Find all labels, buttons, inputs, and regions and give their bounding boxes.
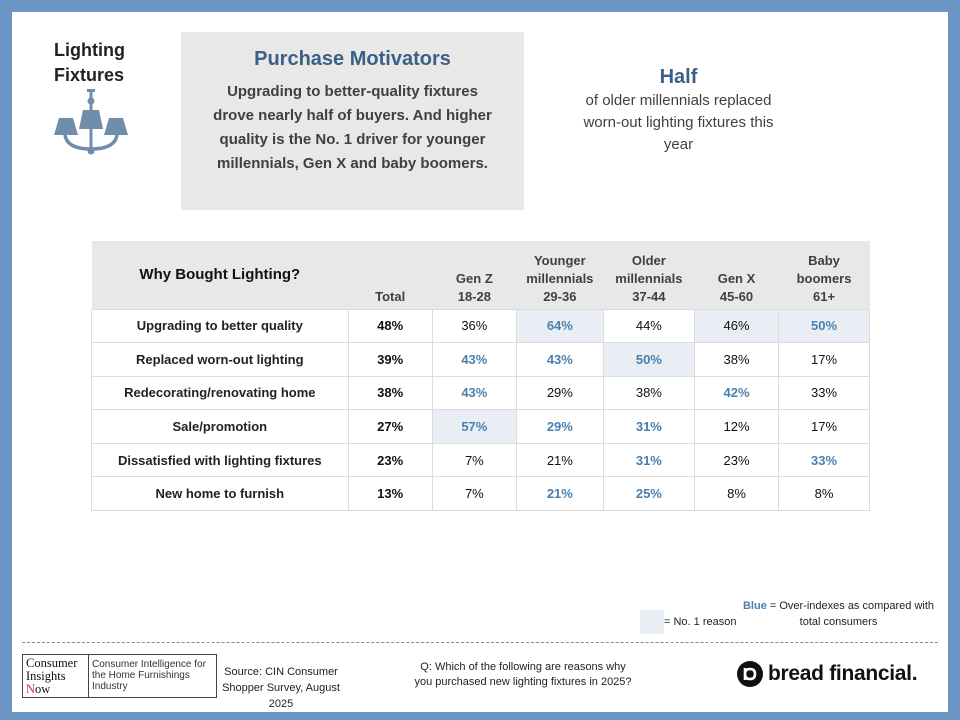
row-label: Sale/promotion — [91, 409, 349, 444]
slide: Lighting Fixtures Purchase Motivators Up… — [12, 12, 948, 712]
table-row: Dissatisfied with lighting fixtures 23% 7%… — [91, 442, 870, 478]
bread-logo-text: bread financial. — [768, 662, 918, 685]
value-cell: 21% — [515, 442, 604, 478]
value-cell: 38% — [693, 342, 780, 377]
motivators-title: Purchase Motivators — [254, 48, 451, 70]
column-header: Total — [348, 241, 433, 309]
row-label: Upgrading to better quality — [91, 308, 349, 344]
table-row: Sale/promotion 27% 57% 29% 31% 12% 17% — [91, 409, 870, 444]
half-callout: Half of older millennials replaced worn-… — [572, 64, 785, 156]
value-cell: 29% — [515, 409, 604, 444]
value-cell: 25% — [602, 476, 695, 512]
row-label: New home to furnish — [91, 476, 349, 512]
value-cell: 12% — [693, 409, 780, 444]
table-row: Upgrading to better quality 48% 36% 64% 44% 4… — [91, 308, 870, 344]
total-cell: 48% — [347, 308, 433, 344]
cin-logo: Consumer Insights Now Consumer Intellige… — [22, 654, 217, 698]
value-cell: 50% — [602, 342, 695, 377]
value-cell: 57% — [431, 409, 517, 444]
column-header: Younger millennials 29-36 — [516, 241, 604, 309]
value-cell: 33% — [778, 375, 870, 411]
table-title: Why Bought Lighting? — [91, 241, 349, 309]
total-cell: 23% — [347, 442, 433, 478]
total-cell: 27% — [347, 409, 433, 444]
value-cell: 17% — [778, 409, 870, 444]
row-label: Redecorating/renovating home — [91, 375, 349, 411]
chandelier-icon — [54, 89, 128, 155]
value-cell: 7% — [431, 442, 517, 478]
motivators-body: Upgrading to better-quality fixtures dro… — [213, 83, 492, 172]
total-cell: 38% — [347, 375, 433, 411]
column-header: Baby boomers 61+ — [778, 241, 870, 309]
value-cell: 33% — [778, 442, 870, 478]
survey-question: Q: Which of the following are reasons wh… — [414, 661, 632, 688]
column-header: Gen Z 18-28 — [432, 241, 517, 309]
value-cell: 8% — [693, 476, 780, 512]
value-cell: 23% — [693, 442, 780, 478]
table-header-row: Why Bought Lighting? Total Gen Z 18-28 Yo… — [91, 241, 870, 309]
row-label: Dissatisfied with lighting fixtures — [91, 442, 349, 478]
value-cell: 46% — [693, 308, 780, 344]
source-note: Source: CIN Consumer Shopper Survey, Aug… — [222, 666, 340, 710]
value-cell: 29% — [515, 375, 604, 411]
value-cell: 38% — [602, 375, 695, 411]
value-cell: 31% — [602, 409, 695, 444]
value-cell: 42% — [693, 375, 780, 411]
cin-logo-wordmark: Consumer Insights Now — [23, 655, 89, 697]
legend-no1-text: = No. 1 reason — [664, 616, 737, 628]
legend-blue-text: = Over-indexes as compared with total co… — [766, 600, 935, 628]
value-cell: 64% — [515, 308, 604, 344]
bread-logo-icon — [737, 661, 763, 687]
why-bought-table: Why Bought Lighting? Total Gen Z 18-28 Yo… — [91, 241, 870, 512]
legend-no1-swatch — [640, 610, 664, 634]
topic-title: Lighting Fixtures — [54, 40, 125, 85]
value-cell: 43% — [515, 342, 604, 377]
value-cell: 43% — [431, 375, 517, 411]
column-header: Gen X 45-60 — [694, 241, 779, 309]
value-cell: 43% — [431, 342, 517, 377]
value-cell: 31% — [602, 442, 695, 478]
value-cell: 50% — [778, 308, 870, 344]
total-cell: 13% — [347, 476, 433, 512]
value-cell: 36% — [431, 308, 517, 344]
value-cell: 17% — [778, 342, 870, 377]
callout-small: of older millennials replaced worn-out l… — [583, 92, 774, 153]
cin-logo-tagline: Consumer Intelligence for the Home Furni… — [92, 659, 206, 692]
value-cell: 8% — [778, 476, 870, 512]
column-header: Older millennials 37-44 — [603, 241, 695, 309]
table-row: Redecorating/renovating home 38% 43% 29% 38%… — [91, 375, 870, 411]
legend-over-index: Blue = Over-indexes as compared with tot… — [736, 598, 941, 630]
row-label: Replaced worn-out lighting — [91, 342, 349, 377]
callout-big: Half — [659, 66, 698, 88]
table-row: New home to furnish 13% 7% 21% 25% 8% 8% — [91, 476, 870, 512]
bread-financial-logo: bread financial. — [736, 660, 918, 688]
purchase-motivators-panel: Purchase Motivators Upgrading to better-… — [181, 32, 524, 210]
value-cell: 44% — [602, 308, 695, 344]
legend-blue-word: Blue — [742, 600, 767, 612]
total-cell: 39% — [347, 342, 433, 377]
value-cell: 7% — [431, 476, 517, 512]
table-row: Replaced worn-out lighting 39% 43% 43% 50% 38… — [91, 342, 870, 377]
footer-divider — [22, 642, 938, 643]
value-cell: 21% — [515, 476, 604, 512]
